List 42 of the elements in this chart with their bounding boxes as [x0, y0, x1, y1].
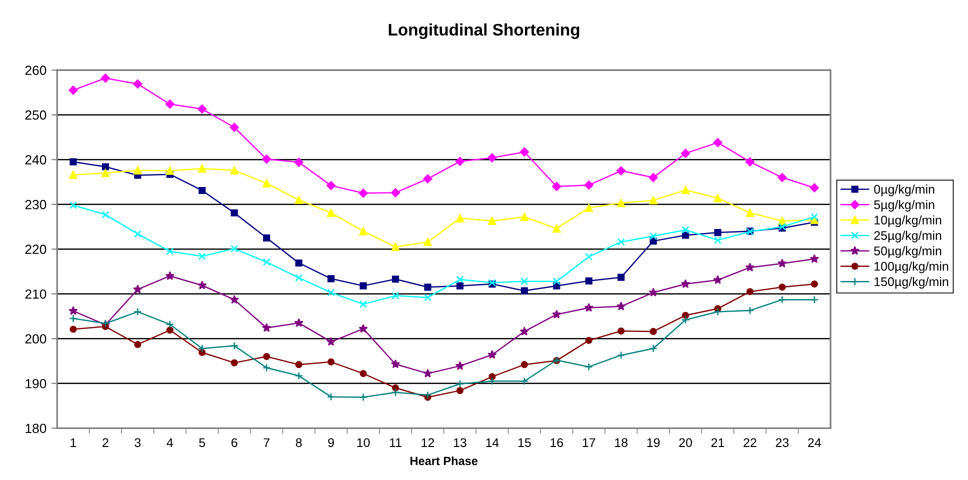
y-tick-label: 250: [25, 110, 46, 120]
legend-label: 100µg/kg/min: [874, 262, 948, 274]
x-tick-label: 14: [486, 438, 499, 447]
y-tick-label: 230: [25, 200, 46, 210]
x-tick-label: 21: [711, 438, 724, 447]
x-tick-label: 16: [550, 438, 564, 448]
x-tick-label: 7: [264, 438, 270, 447]
y-tick-label: 240: [25, 155, 46, 165]
x-tick-label: 15: [518, 438, 531, 448]
y-tick-label: 210: [25, 289, 46, 299]
x-axis-title: Heart Phase: [410, 456, 478, 466]
x-tick-label: 22: [744, 438, 756, 447]
x-tick-label: 11: [390, 438, 402, 447]
x-tick-label: 1: [70, 438, 76, 447]
legend-label: 150µg/kg/min: [874, 276, 948, 289]
chart-title: Longitudinal Shortening: [388, 23, 580, 40]
legend-label: 10µg/kg/min: [874, 215, 942, 228]
x-tick-label: 12: [422, 438, 434, 447]
x-tick-label: 17: [582, 438, 596, 447]
y-tick-label: 260: [25, 66, 46, 75]
y-tick-label: 200: [25, 334, 46, 344]
x-tick-label: 4: [166, 438, 174, 447]
x-tick-label: 6: [232, 438, 238, 448]
x-tick-label: 5: [199, 438, 206, 448]
x-tick-label: 24: [808, 438, 822, 447]
y-tick-label: 190: [26, 378, 46, 388]
x-tick-label: 23: [776, 438, 789, 448]
y-tick-label: 220: [25, 244, 46, 254]
legend-label: 50µg/kg/min: [874, 246, 942, 258]
x-tick-label: 10: [357, 438, 370, 448]
legend-label: 0µg/kg/min: [874, 184, 934, 196]
x-tick-label: 3: [134, 438, 141, 448]
x-tick-label: 20: [679, 438, 692, 448]
x-tick-label: 2: [102, 438, 108, 447]
x-tick-label: 13: [454, 438, 466, 448]
x-tick-label: 8: [296, 438, 302, 448]
legend-label: 5µg/kg/min: [874, 200, 934, 212]
x-tick-label: 19: [647, 438, 660, 448]
y-tick-label: 180: [26, 424, 46, 434]
x-tick-label: 18: [615, 438, 628, 448]
x-tick-label: 9: [328, 438, 334, 448]
legend-label: 25µg/kg/min: [874, 230, 942, 242]
